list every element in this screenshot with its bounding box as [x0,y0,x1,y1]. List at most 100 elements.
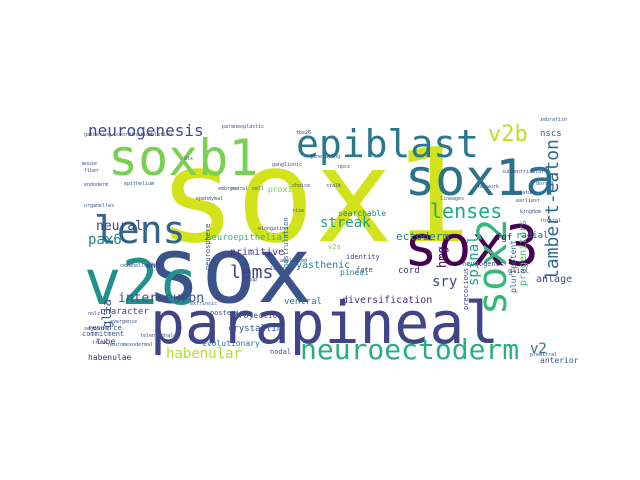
word-evolutionary: evolutionary [202,339,260,348]
word-neurogenic: neurogenic [462,260,504,268]
word-cell: cell [252,186,264,192]
word-habenulae: habenulae [88,353,132,362]
word-fate: fate [356,266,373,274]
word-tube: tube [96,337,115,346]
word-subventricular: subventricular [502,169,544,175]
word-amplified: amplified [280,258,307,264]
word-coordination: coordination [116,132,152,138]
word-lens: lens [94,208,186,252]
word-sox1: sox1 [158,120,471,272]
word-gathering: gathering [84,132,111,138]
word-v2b: v2b [488,122,528,147]
word-progenitors: progenitors [518,220,529,286]
word-anlage: anlage [536,274,572,285]
word-cup: cup [248,277,257,283]
word-ventral: ventral [284,297,322,307]
word-striatum: striatum [510,190,534,196]
word-searchable: searchable [338,209,386,218]
word-neurosphere: neurosphere [204,224,212,270]
word-neuromesodermal: neuromesodermal [108,342,153,348]
word-sox2: sox2 [470,219,516,315]
word-kingdom: kingdom [520,209,541,215]
word-elongation: elongation [258,226,288,232]
word-rostral: rostral [540,218,561,224]
word-fgf: fgf [496,233,512,243]
word-sry: sry [432,274,457,290]
word-neurogenesis: neurogenesis [88,121,204,140]
word-v2a: v2a [328,243,341,251]
word-sox: sox [146,217,312,324]
word-trunk: trunk [92,340,107,346]
word-npcs: npcs [338,164,350,170]
word-spinal: spinal [466,235,482,286]
word-dorsal: dorsal [536,181,554,187]
word-radial: radial [516,231,549,241]
word-zebrafish: zebrafish [540,117,567,123]
word-segments: segments [84,326,108,332]
word-pax6: pax6 [88,232,122,248]
word-paraneoplastic: paraneoplastic [222,124,264,130]
word-glial: glial [508,267,529,275]
word-pineal: pineal [340,268,369,277]
word-streak: streak [320,215,371,231]
word-network: network [478,184,499,190]
word-extrinsic: extrinsic [190,301,217,307]
word-lenses: lenses [430,199,502,223]
word-nscs: nscs [540,129,562,139]
word-ganglionic: ganglionic [272,162,302,168]
word-lineages: lineages [440,196,464,202]
word-gastrulation: gastrulation [282,217,290,268]
word-generating: generating [310,154,340,160]
word-tbx26: tbx26 [296,130,311,136]
word-myasthenic: myasthenic [290,260,350,271]
word-diversification: diversification [342,295,432,306]
word-ablation: ablation [148,132,172,138]
word-primitive: primitive [230,247,284,258]
word-premitral: premitral [530,352,557,358]
word-posterior: posterior [210,309,248,317]
word-layer: layer [270,266,285,272]
word-stalk: stalk [326,183,341,189]
word-organelles: organelles [84,203,114,209]
word-anterior: anterior [540,356,579,365]
word-resource: resource [88,324,122,332]
word-epiblast: epiblast [296,122,479,166]
word-ectoderm: ectoderm [396,230,449,243]
word-neural: neural [230,186,248,192]
word-prox1: prox1 [268,185,292,194]
word-mouse: mouse [82,161,97,167]
word-zone: zone [234,310,251,318]
word-v2c: v2c [84,246,196,319]
word-endoderm: endoderm [84,182,108,188]
word-hmg: hmg [435,246,449,268]
word-fiber: fiber [84,168,99,174]
word-nodal: nodal [270,348,291,356]
word-soxb1: soxb1 [108,129,259,187]
word-precocious: precocious [462,268,470,310]
word-telencephalon: telencephalon [140,333,179,339]
word-sox1a: sox1a [405,149,556,207]
word-lems: lems [230,262,273,283]
word-neural: neural [96,219,143,234]
word-sox3: sox3 [404,214,539,279]
word-cerebellar: cerebellar [120,263,150,269]
word-lambert-eaton: lambert-eaton [542,139,563,280]
word-neuroectoderm: neuroectoderm [300,333,519,366]
word-earliest: earliest [516,198,540,204]
word-epithelium: epithelium [124,181,154,187]
word-choice: choice [292,183,310,189]
word-habenular: habenular [166,346,242,362]
word-pluripotent: pluripotent [509,240,518,293]
word-cord: cord [398,266,420,276]
word-interneuron: interneuron [118,291,204,306]
word-glia: glia [100,299,114,328]
word-commitment: commitment [82,330,124,338]
word-embryos: embryos [218,186,239,192]
word-rise: rise [292,208,304,214]
word-evergence: evergence [110,319,137,325]
word-projection: projection [234,311,282,320]
word-identity: identity [346,253,380,261]
word-ependymal: ependymal [196,196,223,202]
word-parapineal: parapineal [150,289,499,357]
